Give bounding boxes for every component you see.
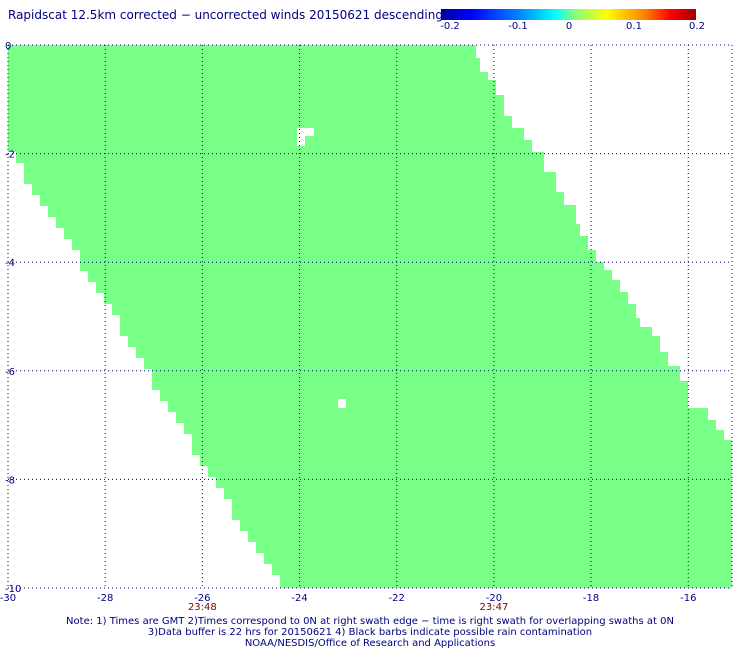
data-gap	[297, 137, 305, 146]
plot-title: Rapidscat 12.5km corrected − uncorrected…	[8, 8, 443, 22]
colorbar-label-min: -0.2	[440, 21, 460, 32]
y-tick-label: -10	[5, 584, 21, 595]
colorbar-label-zero: 0	[565, 21, 573, 32]
swath-time-label: 23:47	[479, 602, 508, 613]
colorbar-label-max: 0.2	[689, 21, 705, 32]
data-gap	[305, 128, 314, 136]
x-tick-label: -30	[0, 593, 16, 604]
data-gap	[297, 128, 305, 137]
x-tick-label: -20	[486, 593, 502, 604]
x-tick-label: -26	[194, 593, 210, 604]
x-tick-label: -18	[583, 593, 599, 604]
axis-labels: -30 -28 -26 -24 -22 -20 -18 -16 0 -2 -4 -6 -8 -10 23:4…	[0, 41, 696, 613]
colorbar	[441, 9, 696, 20]
note-line-1: Note: 1) Times are GMT 2)Times correspon…	[66, 616, 674, 627]
y-tick-label: -4	[5, 258, 15, 269]
note-line-2: 3)Data buffer is 22 hrs for 20150621 4) …	[147, 627, 593, 638]
colorbar-label-pos: 0.1	[626, 21, 642, 32]
data-gap	[338, 399, 346, 408]
note-line-3: NOAA/NESDIS/Office of Research and Appli…	[244, 638, 496, 649]
x-tick-label: -24	[291, 593, 307, 604]
y-tick-label: -2	[5, 150, 15, 161]
x-tick-label: -16	[680, 593, 696, 604]
swath-time-label: 23:48	[188, 602, 217, 613]
x-tick-label: -22	[389, 593, 405, 604]
grid-layer	[7, 44, 733, 589]
colorbar-label-neg: -0.1	[508, 21, 528, 32]
y-tick-label: 0	[5, 41, 11, 52]
y-tick-label: -8	[5, 475, 15, 486]
swath-layer	[8, 45, 732, 588]
x-tick-label: -28	[97, 593, 113, 604]
notes: Note: 1) Times are GMT 2)Times correspon…	[0, 616, 740, 649]
wind-swath	[8, 45, 732, 588]
y-tick-label: -6	[5, 367, 15, 378]
